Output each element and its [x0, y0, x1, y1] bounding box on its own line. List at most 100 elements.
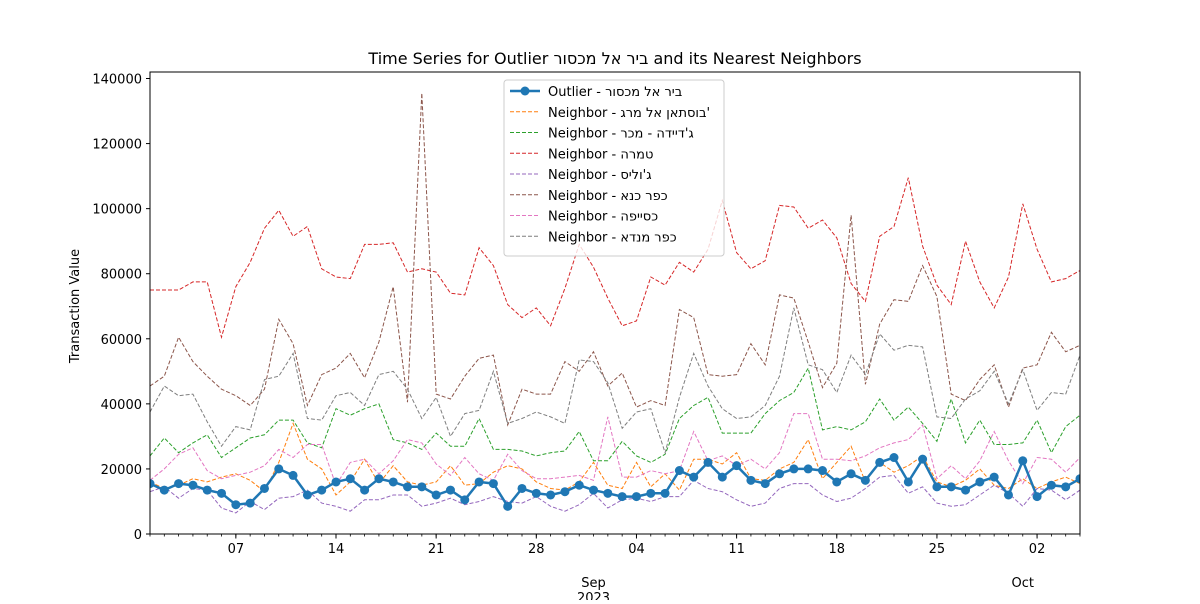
y-tick-label: 60000: [101, 333, 142, 348]
data-point: [159, 485, 169, 495]
plot-frame: [149, 71, 1081, 535]
y-tick-label: 120000: [92, 138, 142, 153]
data-point: [174, 479, 184, 489]
data-point: [889, 453, 899, 463]
data-point: [560, 487, 570, 497]
data-point: [1003, 490, 1013, 500]
data-point: [331, 477, 341, 487]
series-line-2: [150, 366, 1080, 463]
legend: Outlier - ביר אל מכסור Neighbor - בוסתאן …: [503, 79, 725, 257]
data-point: [746, 475, 756, 485]
data-point: [1018, 456, 1028, 466]
data-point: [546, 490, 556, 500]
data-point: [374, 474, 384, 484]
legend-entry: Neighbor - כפר כנא: [510, 189, 668, 204]
legend-label: Neighbor - בוסתאן אל מרג': [548, 106, 710, 121]
data-point: [503, 501, 513, 511]
data-point: [689, 472, 699, 482]
series-line-3: [150, 177, 1080, 340]
legend-entry: Neighbor - בוסתאן אל מרג': [510, 106, 710, 121]
data-point: [775, 469, 785, 479]
series-line-5: [150, 93, 1080, 427]
x-tick-label: 14: [328, 542, 345, 557]
data-point: [245, 498, 255, 508]
x-tick-label: 04: [628, 542, 645, 557]
series-line-7: [150, 307, 1080, 455]
data-point: [274, 464, 284, 474]
data-point: [646, 488, 656, 498]
y-tick-label: 140000: [92, 73, 142, 88]
data-point: [217, 488, 227, 498]
y-tick-label: 40000: [101, 398, 142, 413]
data-point: [150, 479, 155, 489]
data-point: [789, 464, 799, 474]
data-point: [202, 485, 212, 495]
y-axis-label: Transaction Value: [68, 249, 83, 364]
x-year-label: 2023: [577, 591, 610, 600]
data-point: [674, 466, 684, 476]
x-month-label: Oct: [1012, 576, 1034, 591]
data-point: [388, 477, 398, 487]
data-point: [1061, 482, 1071, 492]
data-point: [460, 495, 470, 505]
data-point: [846, 469, 856, 479]
data-point: [975, 477, 985, 487]
data-point: [431, 490, 441, 500]
data-point: [603, 488, 613, 498]
data-point: [417, 482, 427, 492]
legend-label: Outlier - ביר אל מכסור: [548, 85, 682, 100]
x-tick-label: 28: [528, 542, 545, 557]
data-point: [660, 488, 670, 498]
legend-entry: Neighbor - ג'דיידה - מכר: [510, 127, 694, 142]
data-point: [231, 500, 241, 510]
data-point: [345, 474, 355, 484]
legend-label: Neighbor - ג'דיידה - מכר: [548, 127, 694, 142]
legend-label: Neighbor - ג'וליס: [548, 168, 652, 183]
data-point: [531, 488, 541, 498]
legend-entry: Neighbor - טמרה: [510, 147, 653, 162]
legend-box: [503, 79, 725, 257]
data-point: [703, 457, 713, 467]
series-line-0: [150, 455, 1080, 509]
legend-label: Neighbor - כפר מנדא: [548, 230, 677, 245]
legend-entry: Neighbor - כסייפה: [510, 210, 658, 225]
data-point: [589, 485, 599, 495]
data-point: [517, 483, 527, 493]
x-tick-label: 21: [428, 542, 445, 557]
data-point: [288, 470, 298, 480]
data-point: [717, 472, 727, 482]
legend-marker: [520, 86, 530, 96]
data-point: [1032, 492, 1042, 502]
data-point: [961, 485, 971, 495]
legend-label: Neighbor - כפר כנא: [548, 189, 668, 204]
data-point: [946, 482, 956, 492]
data-point: [317, 485, 327, 495]
y-tick-label: 0: [134, 528, 142, 543]
data-point: [903, 477, 913, 487]
x-tick-label: 18: [828, 542, 845, 557]
data-point: [803, 464, 813, 474]
data-point: [488, 479, 498, 489]
data-point: [989, 472, 999, 482]
x-tick-label: 25: [929, 542, 946, 557]
legend-entry: Neighbor - ג'וליס: [510, 168, 652, 183]
data-point: [259, 483, 269, 493]
legend-entry: Neighbor - כפר מנדא: [510, 230, 677, 245]
data-point: [1075, 474, 1080, 484]
y-tick-label: 100000: [92, 203, 142, 218]
data-point: [302, 490, 312, 500]
data-point: [360, 485, 370, 495]
x-tick-label: 02: [1029, 542, 1046, 557]
data-point: [574, 480, 584, 490]
data-point: [445, 485, 455, 495]
legend-label: Neighbor - טמרה: [548, 147, 653, 162]
data-point: [474, 477, 484, 487]
data-point: [832, 477, 842, 487]
chart-title: Time Series for Outlier ביר אל מכסור and…: [367, 49, 861, 68]
x-tick-label: 11: [728, 542, 745, 557]
data-point: [617, 492, 627, 502]
data-point: [860, 475, 870, 485]
legend-label: Neighbor - כסייפה: [548, 210, 658, 225]
x-month-label: Sep: [581, 576, 606, 591]
